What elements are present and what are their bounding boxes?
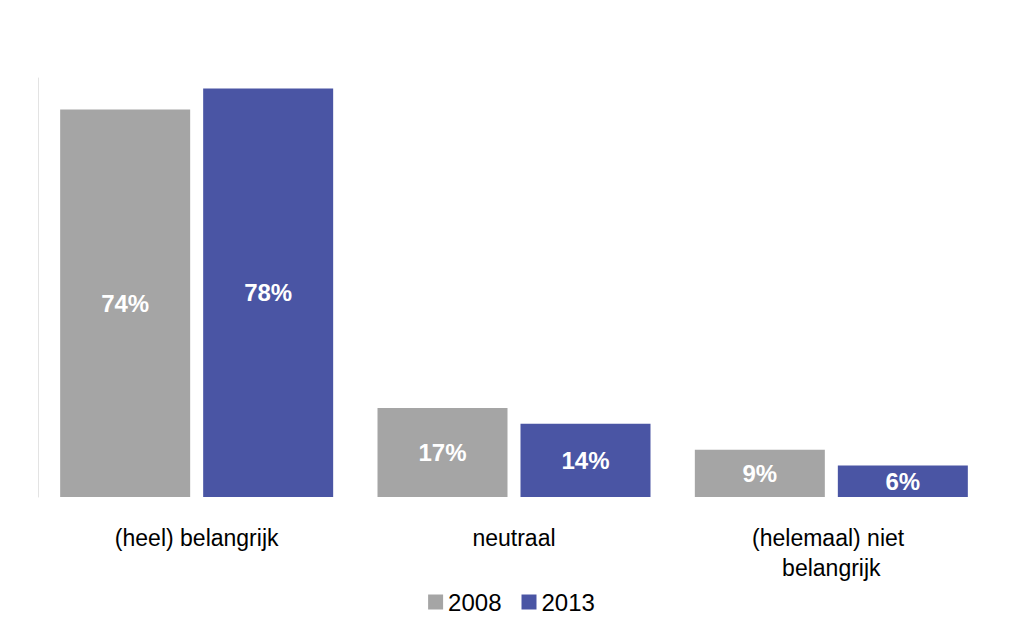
svg-text:78%: 78% (244, 279, 292, 306)
svg-text:belangrijk: belangrijk (782, 555, 881, 581)
svg-text:14%: 14% (561, 447, 609, 474)
svg-text:74%: 74% (101, 290, 149, 317)
svg-text:6%: 6% (885, 468, 920, 495)
svg-text:2013: 2013 (542, 589, 595, 616)
svg-text:(heel) belangrijk: (heel) belangrijk (115, 525, 279, 551)
svg-text:17%: 17% (418, 439, 466, 466)
svg-text:neutraal: neutraal (472, 525, 555, 551)
svg-text:9%: 9% (742, 460, 777, 487)
svg-text:2008: 2008 (448, 589, 501, 616)
svg-text:(helemaal) niet: (helemaal) niet (752, 525, 911, 551)
